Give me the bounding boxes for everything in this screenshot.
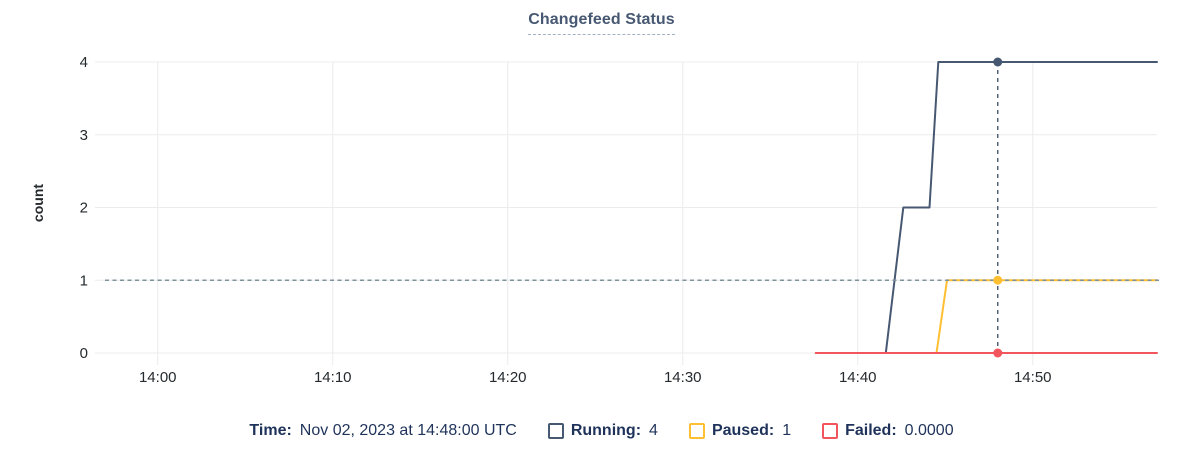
x-tick-label: 14:20 (489, 369, 527, 386)
y-tick-label: 2 (80, 200, 88, 217)
series-line-paused (814, 279, 1158, 354)
x-tick-label: 14:30 (664, 369, 702, 386)
legend-running-value: 4 (649, 422, 658, 439)
legend-running: Running: 4 (547, 418, 658, 444)
hover-legend: Time: Nov 02, 2023 at 14:48:00 UTC Runni… (0, 418, 1203, 444)
y-tick-label: 1 (80, 272, 88, 289)
legend-swatch-paused (688, 423, 705, 439)
legend-running-label: Running: (570, 422, 642, 439)
y-tick-label: 0 (80, 345, 88, 362)
chart-title[interactable]: Changefeed Status (528, 11, 675, 35)
legend-swatch-failed (822, 423, 839, 439)
y-axis-label: count (30, 184, 46, 222)
chart-title-row: Changefeed Status (0, 11, 1203, 35)
legend-failed: Failed: 0.0000 (822, 418, 954, 444)
x-tick-label: 14:10 (314, 369, 352, 386)
chart-plot-area[interactable]: 0 1 2 3 4 14:00 14:10 14:20 14:30 14:40 14:50 count (0, 0, 1203, 405)
y-tick-label: 3 (80, 127, 88, 144)
x-tick-label: 14:50 (1014, 369, 1052, 386)
crosshair-dot-failed (993, 348, 1003, 358)
legend-failed-value: 0.0000 (904, 422, 954, 439)
legend-time: Time: Nov 02, 2023 at 14:48:00 UTC (249, 418, 516, 444)
y-tick-label: 4 (80, 54, 88, 71)
x-tick-label: 14:00 (139, 369, 177, 386)
legend-paused-label: Paused: (711, 422, 775, 439)
x-tick-label: 14:40 (839, 369, 877, 386)
crosshair-dot-paused (993, 275, 1003, 285)
crosshair-dot-running (993, 57, 1003, 67)
legend-paused-value: 1 (782, 422, 792, 439)
legend-time-value: Nov 02, 2023 at 14:48:00 UTC (299, 422, 517, 439)
legend-paused: Paused: 1 (688, 418, 792, 444)
legend-failed-label: Failed: (845, 422, 897, 439)
legend-time-label: Time: (249, 422, 292, 439)
legend-swatch-running (547, 423, 564, 439)
